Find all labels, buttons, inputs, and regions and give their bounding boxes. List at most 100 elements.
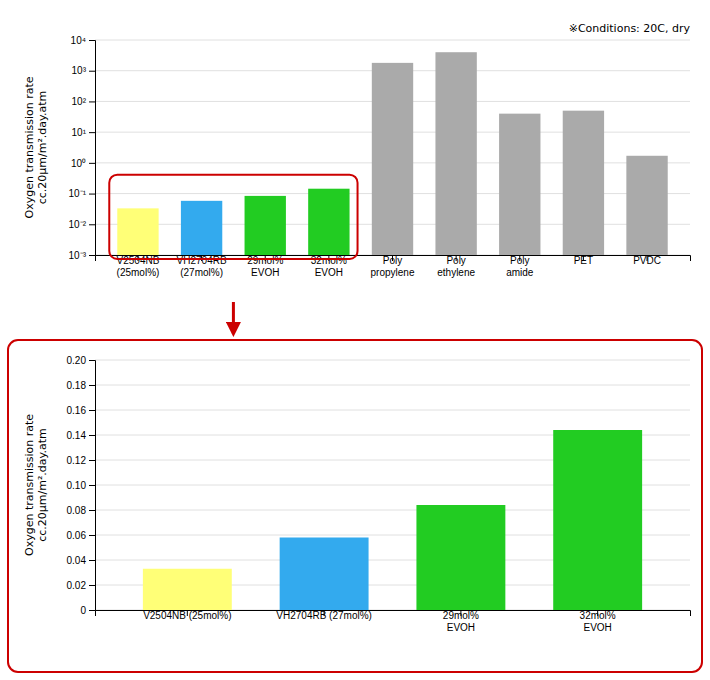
x-axis: V2504NB (25mol%) VH2704RB (27mol%) 29mol%E… [96, 610, 691, 633]
y-tick-label: 0.12 [67, 455, 87, 466]
x-tick-label: Polyethylene [437, 255, 475, 278]
chart-root: 10⁻³10⁻²10⁻¹10⁰10¹10²10³10⁴V2504NB(25mol… [0, 0, 710, 680]
x-tick: Polyethylene [437, 255, 475, 278]
y-axis-line [89, 41, 96, 256]
bar [553, 430, 642, 610]
y-tick-mark [89, 163, 95, 164]
y-tick-mark [89, 385, 95, 386]
y-tick: 0.06 [67, 530, 95, 541]
y-tick: 0.04 [67, 555, 95, 566]
arrow [232, 302, 235, 334]
y-tick-mark [89, 535, 95, 536]
y-tick: 10⁻³ [69, 250, 95, 261]
y-tick-mark [89, 132, 95, 133]
text-line: EVOH [447, 622, 475, 633]
y-tick-mark [89, 71, 95, 72]
text-line: cc.20μm/m².day.atm [36, 91, 49, 205]
y-axis-title: Oxygen transmission ratecc.20μm/m².day.a… [23, 76, 49, 218]
y-tick: 0.10 [67, 480, 95, 491]
y-tick: 0.18 [67, 380, 95, 391]
x-tick: 32mol%EVOH [580, 610, 616, 633]
bar [308, 189, 349, 255]
y-axis-line [89, 361, 96, 611]
text-line: EVOH [584, 622, 612, 633]
y-tick-label: 0.18 [67, 380, 87, 391]
y-tick-mark [89, 101, 95, 102]
y-tick-label: 0.06 [67, 530, 87, 541]
y-tick-mark [89, 585, 95, 586]
x-tick-label: 32mol%EVOH [580, 610, 616, 633]
y-axis-title: Oxygen transmission ratecc.20μm/m².day.a… [23, 414, 49, 556]
text-line: (27mol%) [180, 267, 223, 278]
bar [499, 114, 540, 255]
y-tick: 10³ [72, 65, 95, 76]
grid-line [95, 360, 690, 361]
x-tick-label: Polyamide [506, 255, 534, 278]
grid [95, 360, 690, 610]
x-tick-label: 29mol%EVOH [443, 610, 479, 633]
annotation: ※Conditions: 20C, dry [569, 22, 691, 35]
bars [117, 52, 667, 255]
x-tick-label: PVDC [633, 255, 661, 266]
x-tick: 29mol%EVOH [443, 610, 479, 633]
y-tick: 0 [80, 605, 95, 616]
plot: 10⁻³10⁻²10⁻¹10⁰10¹10²10³10⁴V2504NB(25mol… [23, 22, 691, 278]
y-tick-mark [89, 360, 95, 361]
x-tick-label: PET [574, 255, 593, 266]
y-tick-mark [89, 410, 95, 411]
y-tick-label: 10⁰ [71, 158, 86, 169]
y-tick: 0.20 [67, 355, 95, 366]
y-tick-label: 0 [80, 605, 86, 616]
y-tick: 10¹ [72, 127, 95, 138]
section-border [8, 340, 702, 672]
y-tick-label: 0.08 [67, 505, 87, 516]
x-tick: PVDC [633, 255, 661, 266]
text-line: PET [574, 255, 593, 266]
y-tick-label: 0.02 [67, 580, 87, 591]
text-line: VH2704RB (27mol%) [276, 610, 372, 621]
text-line: PVDC [633, 255, 661, 266]
x-tick: Polyamide [506, 255, 534, 278]
y-tick: 0.14 [67, 430, 95, 441]
bar [435, 52, 476, 255]
y-tick: 10⁰ [71, 158, 95, 169]
y-tick: 0.16 [67, 405, 95, 416]
text-line: Poly [510, 255, 529, 266]
text-line: Poly [446, 255, 465, 266]
text-line: 32mol% [311, 255, 347, 266]
y-tick: 0.08 [67, 505, 95, 516]
y-tick-label: 0.14 [67, 430, 87, 441]
y-tick-mark [89, 510, 95, 511]
bar [563, 111, 604, 255]
y-tick-mark [89, 560, 95, 561]
x-tick: Polypropylene [371, 255, 415, 278]
y-tick-label: 10³ [72, 65, 87, 76]
x-tick: PET [574, 255, 593, 266]
text-line: V2504NB (25mol%) [143, 610, 231, 621]
bar [181, 201, 222, 255]
y-tick-label: 10¹ [72, 127, 87, 138]
y-tick-label: 0.04 [67, 555, 87, 566]
x-tick-label: Polypropylene [371, 255, 415, 278]
text-line: EVOH [315, 267, 343, 278]
text-line: ethylene [437, 267, 475, 278]
text-line: amide [506, 267, 534, 278]
bar [416, 505, 505, 610]
x-tick-label: VH2704RB (27mol%) [276, 610, 372, 621]
bar [143, 569, 232, 610]
text-line: 32mol% [580, 610, 616, 621]
grid [95, 40, 690, 255]
grid-line [95, 385, 690, 386]
y-tick-label: 10⁻² [69, 219, 87, 230]
text-line: V2504NB [117, 255, 160, 266]
y-tick: 10⁻² [69, 219, 95, 230]
text-line: VH2704RB [177, 255, 227, 266]
bar [117, 208, 158, 255]
y-tick-mark [89, 460, 95, 461]
y-tick-mark [89, 485, 95, 486]
y-tick-label: 10² [72, 96, 87, 107]
bar [372, 63, 413, 255]
grid-line [95, 410, 690, 411]
y-tick-mark [89, 435, 95, 436]
bar [245, 196, 286, 255]
